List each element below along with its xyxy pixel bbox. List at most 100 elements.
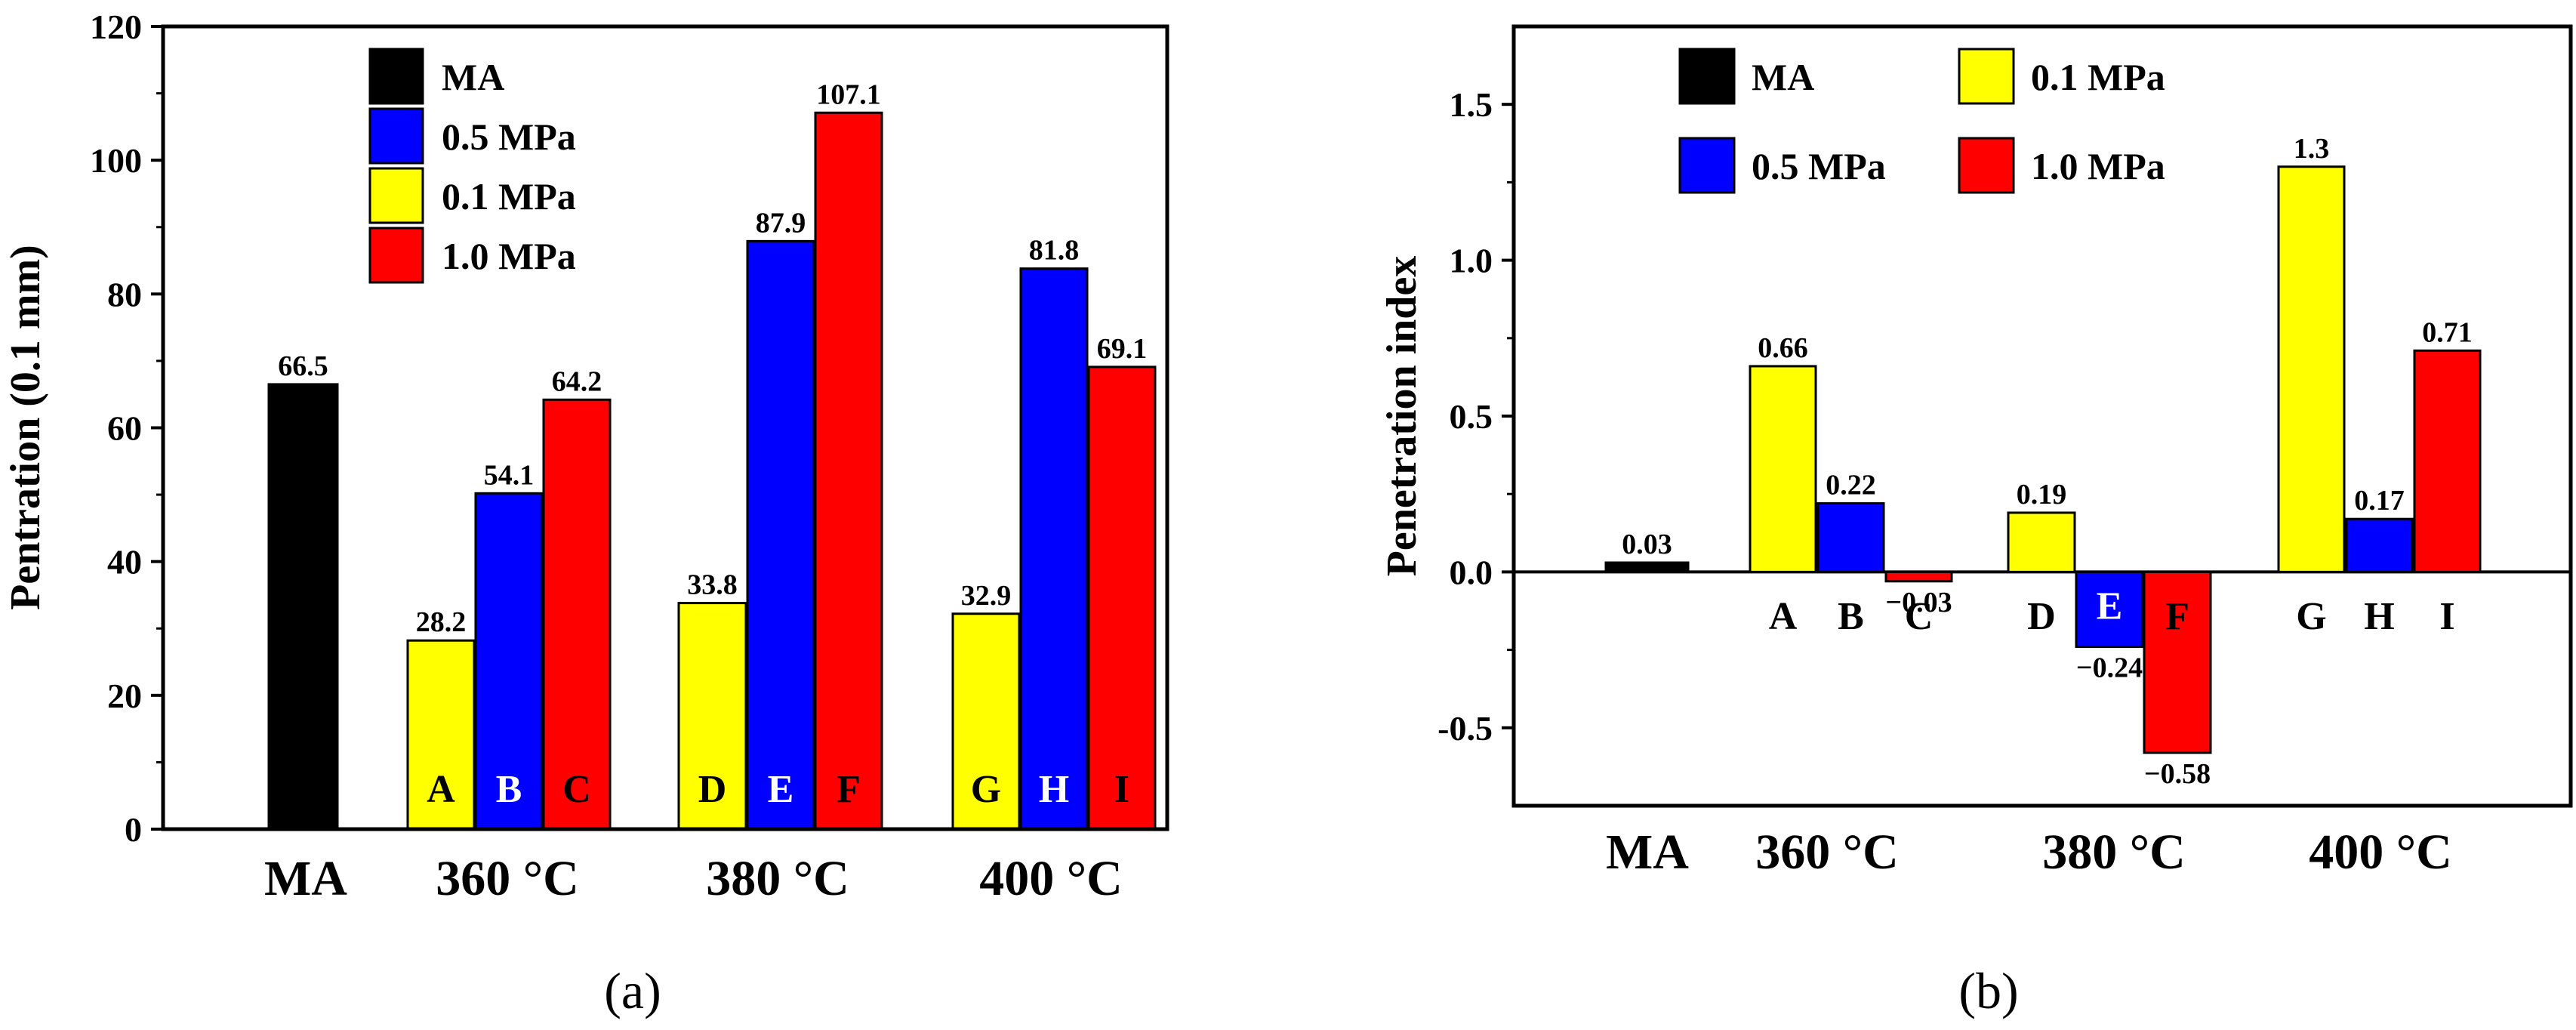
value-label: 107.1 xyxy=(816,79,881,110)
bar-letter: F xyxy=(2165,595,2189,638)
legend-swatch xyxy=(368,48,424,105)
value-label: 0.19 xyxy=(2017,479,2067,510)
bar-letter: B xyxy=(1838,595,1864,638)
bar-H xyxy=(2345,517,2414,573)
y-tick-label: 20 xyxy=(107,677,142,715)
value-label: 81.8 xyxy=(1029,235,1080,267)
bar-letter: A xyxy=(1769,595,1798,638)
legend-label: 0.5 MPa xyxy=(1752,145,1886,187)
bar-letter: H xyxy=(2364,595,2394,638)
y-tick-label: 0 xyxy=(125,810,142,849)
bar-D xyxy=(2007,511,2076,573)
value-label: 0.03 xyxy=(1622,529,1672,560)
value-label: 28.2 xyxy=(416,606,467,638)
value-label: −0.03 xyxy=(1885,587,1952,618)
bar-F xyxy=(814,111,883,831)
value-label: 64.2 xyxy=(552,365,602,397)
value-label: 0.22 xyxy=(1826,470,1876,501)
x-category-label: 380 °C xyxy=(2042,825,2186,880)
bar-C xyxy=(1884,570,1953,583)
y-tick-label: 80 xyxy=(107,275,142,313)
value-label: 1.3 xyxy=(2294,133,2330,165)
bar-letter: F xyxy=(837,768,861,811)
legend-swatch xyxy=(368,227,424,284)
bar-letter: C xyxy=(562,768,591,811)
value-label: 0.66 xyxy=(1758,332,1808,364)
value-label: −0.58 xyxy=(2144,758,2211,790)
legend-label: 0.1 MPa xyxy=(2031,56,2165,98)
bar-letter: E xyxy=(2097,584,2123,628)
x-category-label: 400 °C xyxy=(2309,825,2452,880)
value-label: 33.8 xyxy=(687,569,738,601)
bar-letter: G xyxy=(2296,595,2326,638)
bar-E xyxy=(2075,570,2144,648)
bar-F xyxy=(2143,570,2212,754)
y-axis-label: Penetration index xyxy=(1379,256,1425,577)
bar-letter: G xyxy=(971,768,1001,811)
bar-letter: B xyxy=(496,768,522,811)
bar-I xyxy=(2413,349,2482,573)
bar-letter: E xyxy=(768,768,794,811)
x-category-label: 400 °C xyxy=(979,851,1123,906)
bar-G xyxy=(2277,165,2346,573)
bar-C xyxy=(542,398,612,831)
bar-letter: C xyxy=(1905,595,1934,638)
bar-letter: I xyxy=(1114,768,1129,811)
plot-frame xyxy=(1511,24,2573,808)
legend-label: 0.1 MPa xyxy=(442,175,576,217)
bar-letter: H xyxy=(1039,768,1069,811)
bar-ma xyxy=(1604,561,1690,573)
legend-swatch xyxy=(368,107,424,165)
value-label: 66.5 xyxy=(278,350,328,382)
x-category-label: 380 °C xyxy=(706,851,849,906)
bar-H xyxy=(1019,267,1089,831)
legend-swatch xyxy=(1958,48,2015,105)
bar-B xyxy=(1816,502,1885,573)
value-label: 0.17 xyxy=(2354,485,2405,517)
legend-label: 1.0 MPa xyxy=(2031,145,2165,187)
y-tick-label: -0.5 xyxy=(1437,709,1493,748)
y-tick-label: 40 xyxy=(107,543,142,581)
y-tick-label: 1.5 xyxy=(1450,85,1493,124)
bar-ma xyxy=(267,383,339,831)
x-category-label: 360 °C xyxy=(1755,825,1899,880)
chart-b: -0.5 0.0 0.5 1.0 1.5 0.03 0.66 A 0.22 B −0.03C 0.19… xyxy=(1379,24,2573,1019)
plot-frame xyxy=(161,24,1169,831)
value-label: −0.24 xyxy=(2076,652,2143,683)
bar-letter: D xyxy=(2027,595,2056,638)
panel-label: (b) xyxy=(1958,962,2018,1019)
value-label: 87.9 xyxy=(756,207,806,239)
bar-A xyxy=(406,639,476,831)
chart-a: 0 20 40 60 80 100 120 66.5 28.2 A 54.1 B 64.2 C 33.8 D 8… xyxy=(2,8,1169,1019)
legend-swatch xyxy=(368,167,424,224)
legend-label: 1.0 MPa xyxy=(442,235,576,277)
legend-swatch xyxy=(1678,137,1736,194)
legend-label: MA xyxy=(442,56,504,98)
bar-A xyxy=(1749,365,1817,573)
x-category-label: 360 °C xyxy=(436,851,579,906)
legend-swatch xyxy=(1678,48,1736,105)
legend-swatch xyxy=(1958,137,2015,194)
value-label: 69.1 xyxy=(1097,333,1148,365)
y-tick-label: 60 xyxy=(107,409,142,448)
bar-letter: A xyxy=(427,768,455,811)
panel-label: (a) xyxy=(604,962,661,1019)
y-tick-label: 0.0 xyxy=(1450,553,1493,591)
y-tick-label: 0.5 xyxy=(1450,397,1493,436)
bar-I xyxy=(1087,365,1157,831)
y-axis-label: Pentration (0.1 mm) xyxy=(2,245,49,610)
value-label: 32.9 xyxy=(961,580,1012,612)
bar-letter: I xyxy=(2439,595,2454,638)
value-label: 54.1 xyxy=(484,459,535,491)
y-tick-label: 1.0 xyxy=(1450,242,1493,280)
bar-letter: D xyxy=(698,768,727,811)
legend-label: 0.5 MPa xyxy=(442,116,576,158)
y-tick-label: 120 xyxy=(90,8,142,46)
value-label: 0.71 xyxy=(2422,316,2473,348)
legend-label: MA xyxy=(1752,56,1814,98)
x-category-label: MA xyxy=(1606,825,1689,880)
bar-E xyxy=(746,239,815,831)
bar-D xyxy=(677,602,747,831)
x-category-label: MA xyxy=(264,851,347,906)
